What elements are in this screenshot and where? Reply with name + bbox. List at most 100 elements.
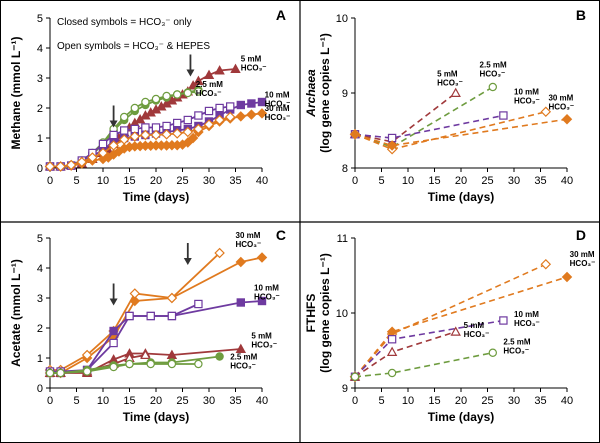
- x-axis-label: Time (days): [123, 190, 189, 204]
- series-annotation: 5 mM: [464, 321, 485, 330]
- series-annotation: 2.5 mM: [196, 80, 223, 89]
- data-point: [141, 97, 150, 107]
- y-tick-label: 2: [37, 323, 43, 335]
- data-point: [81, 349, 93, 361]
- series-annotation: HCO₃⁻: [251, 341, 277, 350]
- data-point: [98, 139, 108, 149]
- data-point: [256, 252, 268, 263]
- data-point: [214, 247, 225, 259]
- data-point: [247, 99, 256, 108]
- data-point: [87, 152, 98, 163]
- panel-letter: B: [576, 7, 586, 23]
- data-point: [140, 129, 151, 141]
- series-annotation: 30 mM: [570, 250, 595, 259]
- data-point: [109, 326, 118, 336]
- data-point: [146, 359, 155, 369]
- series-line: [354, 92, 457, 143]
- data-point: [499, 316, 508, 325]
- data-point: [166, 292, 178, 304]
- x-tick-label: 15: [428, 395, 440, 407]
- y-tick-label: 1: [37, 133, 43, 145]
- series-annotation: 10 mM: [514, 88, 539, 97]
- x-tick-label: 35: [229, 175, 241, 187]
- data-point: [161, 129, 172, 140]
- data-point: [236, 298, 245, 307]
- y-tick-label: 4: [37, 43, 43, 55]
- x-axis-label: Time (days): [428, 410, 494, 424]
- data-point: [235, 343, 247, 353]
- panel-letter: A: [276, 7, 286, 23]
- series-line: [50, 363, 199, 374]
- x-tick-label: 40: [561, 175, 573, 187]
- data-point: [130, 103, 139, 113]
- data-point: [45, 368, 55, 378]
- data-point: [193, 123, 204, 135]
- y-axis-label-units: (log gene copies L⁻¹): [318, 33, 332, 153]
- y-axis-label: Acetate (mmol L⁻¹): [9, 259, 23, 367]
- series-5-mm: [349, 326, 461, 381]
- series-line: [354, 114, 504, 139]
- series-annotation: HCO₃⁻: [241, 64, 267, 73]
- down-arrow-icon: [109, 283, 118, 306]
- data-point: [257, 97, 267, 107]
- series-annotation: 2.5 mM: [230, 353, 257, 362]
- series-annotation: 30 mM: [236, 231, 261, 240]
- x-tick-label: 25: [481, 175, 493, 187]
- data-point: [172, 90, 182, 99]
- data-point: [386, 346, 398, 356]
- y-tick-label: 5: [37, 233, 43, 245]
- series-annotation: HCO₃⁻: [236, 240, 262, 249]
- data-point: [214, 65, 225, 75]
- data-point: [387, 335, 397, 344]
- data-point: [214, 114, 225, 126]
- data-point: [167, 359, 177, 369]
- y-tick-label: 9: [342, 383, 348, 395]
- series-annotation: HCO₃⁻: [503, 347, 529, 356]
- series-annotation: HCO₃⁻: [548, 103, 574, 112]
- x-tick-label: 0: [47, 175, 53, 187]
- data-point: [561, 114, 573, 125]
- data-point: [44, 161, 56, 172]
- series-annotation: 30 mM: [265, 104, 290, 113]
- data-point: [118, 134, 130, 145]
- down-arrow-icon: [183, 243, 192, 265]
- data-point: [193, 75, 204, 85]
- data-point: [386, 140, 398, 151]
- data-point: [182, 137, 194, 148]
- series-2-5-mm-open: [45, 359, 203, 378]
- y-tick-label: 2: [37, 103, 43, 115]
- data-point: [246, 109, 257, 120]
- x-tick-label: 35: [229, 395, 241, 407]
- data-point: [109, 338, 118, 348]
- data-point: [349, 129, 361, 140]
- x-tick-label: 15: [428, 175, 440, 187]
- series-annotation: HCO₃⁻: [254, 293, 280, 302]
- series-annotation: HCO₃⁻: [265, 100, 291, 109]
- x-tick-label: 0: [47, 395, 53, 407]
- data-point: [125, 359, 134, 369]
- data-point: [540, 259, 552, 270]
- series-annotation: HCO₃⁻: [196, 89, 222, 98]
- data-point: [119, 112, 129, 122]
- x-tick-label: 20: [150, 395, 162, 407]
- x-tick-label: 25: [176, 395, 188, 407]
- y-axis-label: FTHFS: [304, 294, 318, 333]
- data-point: [350, 372, 360, 381]
- y-tick-label: 10: [336, 308, 348, 320]
- data-point: [224, 111, 236, 123]
- y-tick-label: 5: [37, 13, 43, 25]
- data-point: [76, 156, 88, 168]
- x-tick-label: 15: [123, 395, 135, 407]
- panel-letter: D: [576, 227, 586, 243]
- data-point: [125, 311, 134, 321]
- y-tick-label: 3: [37, 293, 43, 305]
- data-point: [162, 91, 171, 101]
- x-tick-label: 0: [352, 395, 358, 407]
- series-annotation: HCO₃⁻: [464, 330, 490, 339]
- x-tick-label: 20: [455, 175, 467, 187]
- series-annotation: HCO₃⁻: [230, 362, 256, 371]
- data-point: [561, 271, 573, 283]
- data-point: [183, 88, 192, 98]
- series-annotation: 10 mM: [265, 91, 290, 100]
